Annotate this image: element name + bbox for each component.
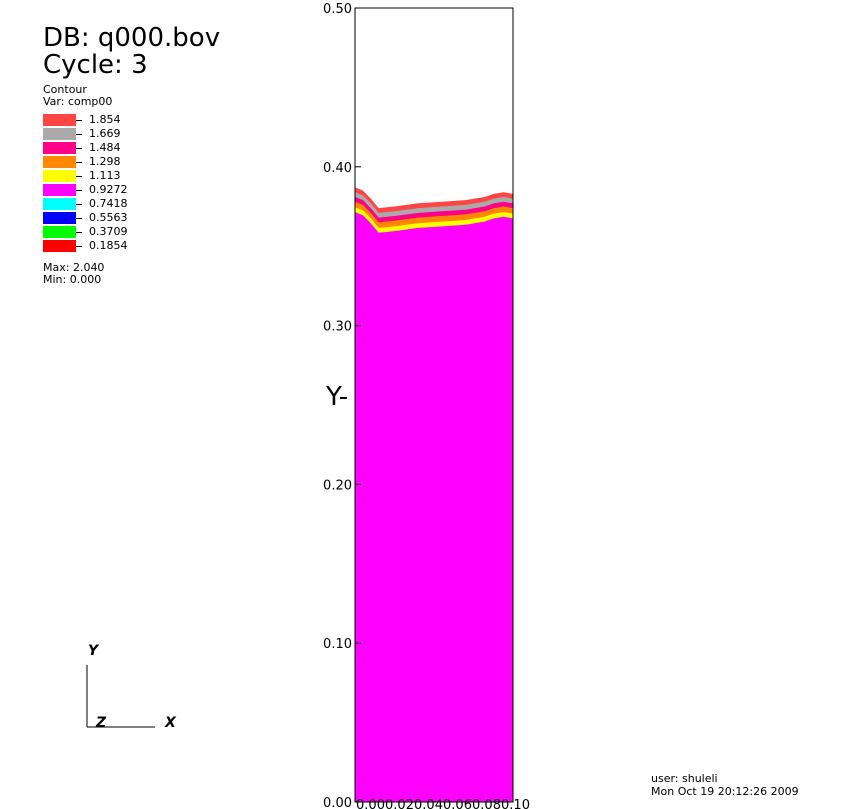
legend-min: Min: 0.000 [43, 273, 102, 286]
cycle-title: Cycle: 3 [43, 50, 148, 80]
user-label: user: shuleli [651, 772, 718, 785]
legend-swatch [43, 128, 76, 140]
legend-label: 1.854 [89, 113, 121, 126]
legend-label: 1.484 [89, 141, 121, 154]
legend-label: 0.9272 [89, 183, 128, 196]
date-label: Mon Oct 19 20:12:26 2009 [651, 785, 799, 798]
legend-item: 1.854 [43, 114, 163, 128]
y-tick-label: 0.50 [323, 2, 352, 17]
y-tick-label: 0.10 [323, 637, 352, 652]
y-tick-label: 0.00 [323, 796, 352, 809]
legend-item: 1.298 [43, 156, 163, 170]
legend-item: 1.669 [43, 128, 163, 142]
legend-label: 0.1854 [89, 239, 128, 252]
legend-swatch [43, 170, 76, 182]
triad-z-label: Z [95, 715, 107, 731]
y-tick-label: 0.20 [323, 478, 352, 493]
y-tick-label: 0.30 [323, 320, 352, 335]
legend-label: 0.7418 [89, 197, 128, 210]
legend-tick [76, 204, 82, 205]
legend-max: Max: 2.040 [43, 261, 105, 274]
contour-band [355, 212, 513, 803]
legend-tick [76, 232, 82, 233]
legend-label: 0.5563 [89, 211, 128, 224]
legend-swatch [43, 212, 76, 224]
y-tick-label: 0.40 [323, 161, 352, 176]
legend-swatch [43, 184, 76, 196]
legend-swatch [43, 114, 76, 126]
contour-bands [355, 187, 513, 803]
triad-x-label: X [164, 715, 177, 731]
triad-y-label: Y [88, 643, 100, 659]
axis-triad: Y Z X [86, 643, 177, 731]
legend-tick [76, 148, 82, 149]
legend-label: 1.298 [89, 155, 121, 168]
legend-item: 0.9272 [43, 184, 163, 198]
legend-label: 1.113 [89, 169, 121, 182]
legend-item: 0.7418 [43, 198, 163, 212]
legend-tick [76, 218, 82, 219]
legend-swatch [43, 226, 76, 238]
legend-item: 0.5563 [43, 212, 163, 226]
database-title: DB: q000.bov [43, 23, 221, 53]
legend-tick [76, 162, 82, 163]
legend-item: 1.484 [43, 142, 163, 156]
y-axis-ticks: 0.00 0.10 0.20 0.30 0.40 0.50 [323, 2, 361, 809]
legend-swatch [43, 240, 76, 252]
legend-tick [76, 190, 82, 191]
legend-item: 0.1854 [43, 240, 163, 254]
legend-variable: Var: comp00 [43, 95, 113, 108]
legend-label: 0.3709 [89, 225, 128, 238]
legend-label: 1.669 [89, 127, 121, 140]
legend-swatch [43, 198, 76, 210]
x-axis-tick-labels: 0.000.020.040.060.080.10 [356, 798, 530, 809]
legend-item: 1.113 [43, 170, 163, 184]
legend-tick [76, 246, 82, 247]
y-axis-label: Y- [325, 382, 348, 412]
legend-tick [76, 134, 82, 135]
legend-tick [76, 120, 82, 121]
legend-tick [76, 176, 82, 177]
legend-plot-type: Contour [43, 83, 87, 96]
legend-swatch [43, 142, 76, 154]
legend-item: 0.3709 [43, 226, 163, 240]
legend-swatch [43, 156, 76, 168]
plot-frame [354, 7, 514, 803]
